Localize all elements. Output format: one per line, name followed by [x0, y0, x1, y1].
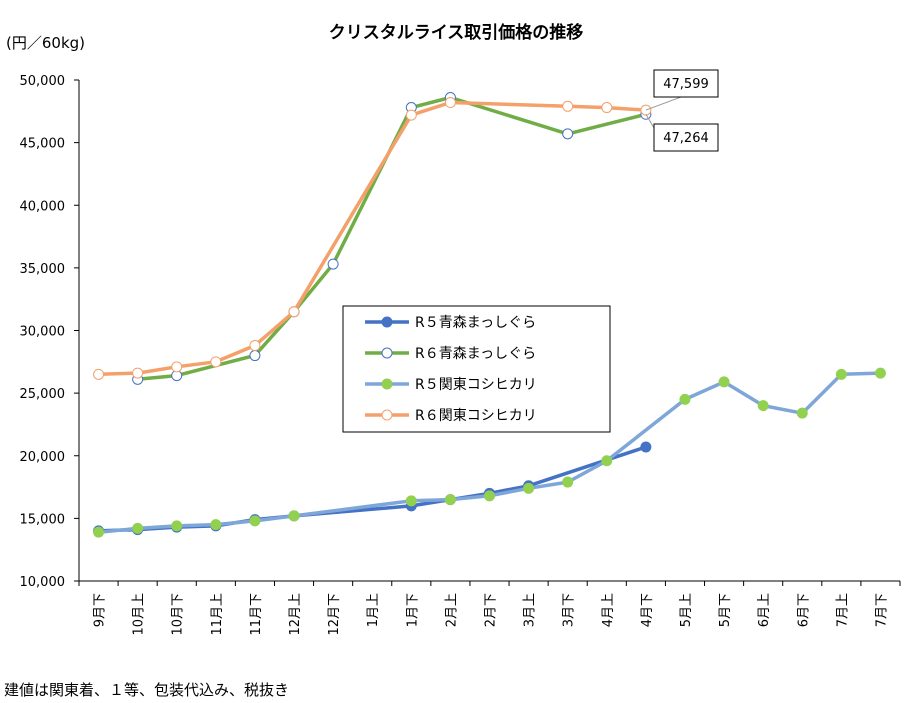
y-tick-label: 35,000 [20, 262, 66, 277]
value-callout: 47,264 [645, 114, 719, 152]
x-tick-label: 2月上 [444, 593, 459, 627]
data-point [601, 102, 613, 114]
annotation-group: 47,599 47,264 [645, 69, 719, 152]
data-point [562, 100, 574, 112]
data-point [562, 476, 574, 488]
data-point [562, 128, 574, 140]
x-tick-label: 9月下 [93, 593, 108, 627]
x-tick-label: 6月上 [757, 593, 772, 627]
series-3 [93, 367, 886, 538]
data-point [874, 367, 886, 379]
data-point [210, 356, 222, 368]
chart-title: クリスタルライス取引価格の推移 [329, 22, 584, 43]
data-point [249, 515, 261, 527]
y-tick-label: 40,000 [20, 199, 66, 214]
x-tick-label: 5月上 [679, 593, 694, 627]
x-tick-label: 11月下 [249, 593, 264, 636]
x-tick-label: 1月下 [405, 593, 420, 627]
x-tick-label: 10月下 [171, 593, 186, 636]
data-point [444, 97, 456, 109]
data-point [249, 340, 261, 352]
y-tick-label: 25,000 [20, 387, 66, 402]
footnote: 建値は関東着、１等、包装代込み、税抜き [4, 681, 289, 699]
data-point [484, 490, 495, 502]
legend-entry: R５関東コシヒカリ [365, 377, 537, 393]
data-point [210, 519, 222, 531]
data-point [327, 258, 339, 270]
series-group [93, 92, 886, 538]
y-axis-unit: (円／60kg) [6, 34, 85, 52]
legend-swatch-marker [381, 347, 393, 359]
data-point [132, 522, 144, 534]
callout-label: 47,599 [663, 77, 709, 92]
data-point [132, 367, 144, 379]
legend-label: R５関東コシヒカリ [415, 377, 537, 393]
y-tick-label: 30,000 [20, 325, 66, 340]
data-point [288, 306, 300, 318]
x-tick-label: 12月下 [327, 593, 342, 636]
x-tick-label: 4月下 [640, 593, 655, 627]
y-tick-labels: 10,000 15,000 20,000 25,000 30,000 35,000 40,0… [20, 74, 79, 590]
value-callout: 47,599 [645, 69, 719, 111]
data-point [405, 109, 417, 121]
y-tick-label: 45,000 [20, 137, 66, 152]
legend-swatch-marker [381, 409, 393, 421]
data-point [796, 407, 808, 419]
data-point [288, 510, 300, 522]
x-tick-label: 7月上 [835, 593, 850, 627]
y-tick-label: 15,000 [20, 512, 66, 527]
x-tick-label: 3月下 [562, 593, 577, 627]
data-point [679, 393, 691, 405]
y-tick-label: 10,000 [20, 575, 66, 590]
x-tick-label: 1月上 [366, 593, 381, 627]
legend-swatch-marker [381, 316, 393, 328]
x-tick-label: 5月下 [718, 593, 733, 627]
y-tick-label: 20,000 [20, 450, 66, 465]
legend-entry: R５青森まっしぐら [365, 315, 536, 331]
data-point [171, 520, 183, 532]
legend-label: R６青森まっしぐら [415, 346, 536, 362]
x-tick-label: 3月上 [523, 593, 538, 627]
data-point [444, 494, 456, 506]
callout-box [653, 69, 719, 98]
callout-label: 47,264 [663, 131, 709, 146]
data-point [405, 495, 417, 507]
x-tick-label: 11月上 [210, 593, 225, 636]
series-line [96, 371, 883, 534]
data-point [249, 350, 261, 362]
x-tick-label: 4月上 [601, 593, 616, 627]
data-point [718, 376, 730, 388]
legend-entry: R６青森まっしぐら [365, 346, 536, 362]
x-tick-label: 10月上 [132, 593, 147, 636]
data-point [601, 455, 613, 467]
data-point [93, 368, 105, 380]
legend-entry: R６関東コシヒカリ [365, 408, 537, 424]
x-tick-label: 12月上 [288, 593, 303, 636]
legend-label: R６関東コシヒカリ [415, 408, 537, 424]
series-line [96, 445, 648, 533]
y-tick-label: 50,000 [20, 74, 66, 89]
x-tick-labels: 9月下 10月上 10月下 11月上 11月下 12月上 12月下 1月上 1月下 2月上 2月下 3… [78, 581, 901, 636]
data-point [757, 400, 769, 412]
x-tick-label: 6月下 [796, 593, 811, 627]
callout-box [653, 123, 719, 152]
legend: R５青森まっしぐら R６青森まっしぐら R５関東コシヒカリ R６関東コシヒカリ [342, 305, 611, 433]
data-point [93, 526, 105, 538]
data-point [523, 482, 535, 494]
series-4 [93, 97, 652, 380]
data-point [171, 361, 183, 373]
x-tick-label: 2月下 [484, 593, 499, 627]
x-tick-label: 7月下 [874, 593, 889, 627]
legend-label: R５青森まっしぐら [415, 315, 536, 331]
legend-swatch-marker [381, 378, 393, 390]
data-point [640, 441, 652, 453]
data-point [835, 368, 847, 380]
